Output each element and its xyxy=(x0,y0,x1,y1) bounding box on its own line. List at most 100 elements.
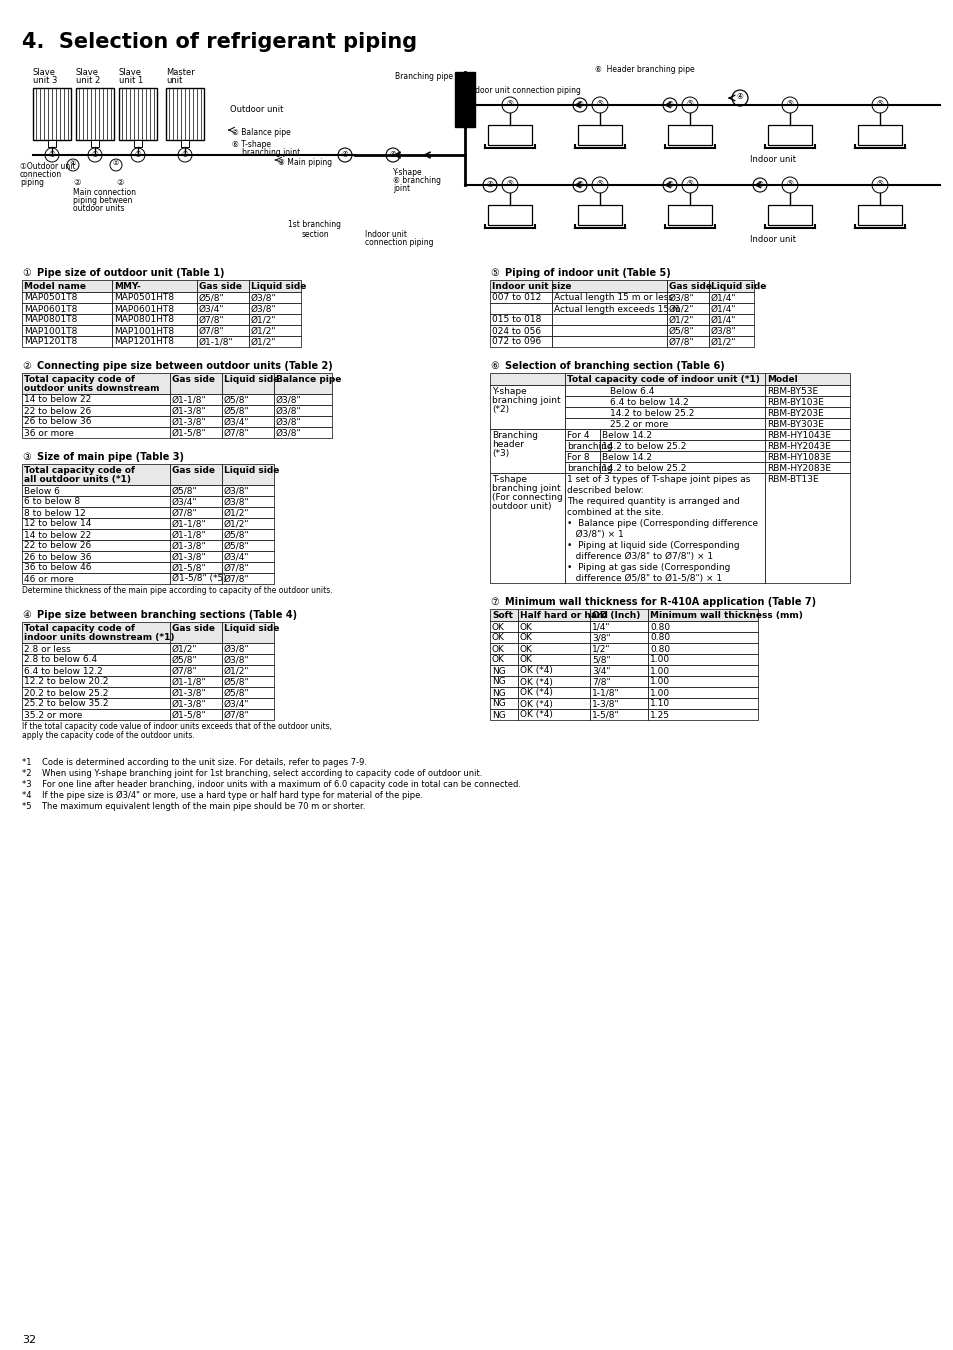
Text: Liquid side: Liquid side xyxy=(224,466,279,475)
Text: Below 6: Below 6 xyxy=(24,486,60,495)
Bar xyxy=(589,687,647,698)
Circle shape xyxy=(592,97,607,113)
Circle shape xyxy=(573,99,586,112)
Bar xyxy=(249,336,301,347)
Text: (For connecting: (For connecting xyxy=(492,493,562,502)
Text: Ø7/8": Ø7/8" xyxy=(224,710,250,720)
Text: ⑥  Header branching pipe: ⑥ Header branching pipe xyxy=(595,65,694,74)
Text: RBM-BY103E: RBM-BY103E xyxy=(766,398,823,406)
Bar xyxy=(708,315,753,325)
Bar xyxy=(490,292,552,302)
Text: ②: ② xyxy=(22,360,30,371)
Bar xyxy=(490,325,552,336)
Text: Ø1/2": Ø1/2" xyxy=(224,509,250,517)
Bar xyxy=(196,292,249,302)
Text: ④: ④ xyxy=(666,100,673,109)
Bar xyxy=(552,279,666,292)
Bar xyxy=(274,405,332,416)
Text: Ø3/8": Ø3/8" xyxy=(251,305,276,313)
Bar xyxy=(274,373,332,394)
Text: Pipe size between branching sections (Table 4): Pipe size between branching sections (Ta… xyxy=(37,610,296,620)
Bar xyxy=(196,325,249,336)
Text: 35.2 or more: 35.2 or more xyxy=(24,710,82,720)
Bar xyxy=(564,451,599,462)
Bar xyxy=(764,418,849,429)
Bar xyxy=(249,279,301,292)
Text: Master: Master xyxy=(166,68,194,77)
Circle shape xyxy=(45,148,59,162)
Text: ④: ④ xyxy=(486,180,493,189)
Text: OK: OK xyxy=(492,656,504,664)
Text: OK: OK xyxy=(492,633,504,643)
Text: 14 to below 22: 14 to below 22 xyxy=(24,531,91,540)
Text: 32: 32 xyxy=(22,1335,36,1345)
Circle shape xyxy=(592,177,607,193)
Bar xyxy=(490,315,552,325)
Bar xyxy=(764,406,849,418)
Bar xyxy=(22,551,170,562)
Bar xyxy=(589,676,647,687)
Text: Y-shape: Y-shape xyxy=(492,387,526,396)
Bar xyxy=(552,292,666,302)
Text: MAP1001T8: MAP1001T8 xyxy=(24,327,77,336)
Bar xyxy=(22,405,170,416)
Bar xyxy=(647,666,758,676)
Bar xyxy=(22,572,170,585)
Text: Total capacity code of: Total capacity code of xyxy=(24,624,135,633)
Text: section: section xyxy=(301,230,329,239)
Bar xyxy=(490,698,517,709)
Text: 6.4 to below 12.2: 6.4 to below 12.2 xyxy=(24,667,103,675)
Text: ④: ④ xyxy=(389,150,396,159)
Text: Ø7/8": Ø7/8" xyxy=(199,316,224,324)
Text: Ø5/8": Ø5/8" xyxy=(224,531,250,540)
Bar xyxy=(666,292,708,302)
Bar xyxy=(249,315,301,325)
Circle shape xyxy=(501,97,517,113)
Circle shape xyxy=(871,177,887,193)
Text: Ø3/8": Ø3/8" xyxy=(251,293,276,302)
Bar xyxy=(22,416,170,427)
Text: Indoor unit: Indoor unit xyxy=(365,230,407,239)
Text: NG: NG xyxy=(492,699,505,709)
Text: 26 to below 36: 26 to below 36 xyxy=(24,552,91,562)
Text: (*2): (*2) xyxy=(492,405,509,414)
Text: RBM-HY2083E: RBM-HY2083E xyxy=(766,464,830,472)
Bar xyxy=(22,622,170,643)
Bar xyxy=(552,325,666,336)
Bar xyxy=(274,427,332,437)
Text: Ø5/8": Ø5/8" xyxy=(224,396,250,405)
Text: Minimum wall thickness for R-410A application (Table 7): Minimum wall thickness for R-410A applic… xyxy=(504,597,815,608)
Text: 14 to below 22: 14 to below 22 xyxy=(24,396,91,405)
Text: Ø5/8": Ø5/8" xyxy=(199,293,224,302)
Text: ③: ③ xyxy=(22,452,30,462)
Bar xyxy=(857,205,901,225)
Text: 14.2 to below 25.2: 14.2 to below 25.2 xyxy=(601,441,685,451)
Text: 20.2 to below 25.2: 20.2 to below 25.2 xyxy=(24,688,109,698)
Text: Selection of branching section (Table 6): Selection of branching section (Table 6) xyxy=(504,360,724,371)
Text: OK (*4): OK (*4) xyxy=(519,678,553,687)
Circle shape xyxy=(781,177,797,193)
Bar xyxy=(222,464,274,485)
Circle shape xyxy=(573,178,586,192)
Text: RBM-BY203E: RBM-BY203E xyxy=(766,409,822,418)
Text: Slave: Slave xyxy=(76,68,99,77)
Bar xyxy=(564,406,764,418)
Bar xyxy=(22,540,170,551)
Text: Ø3/8": Ø3/8" xyxy=(275,406,301,416)
Text: Ø1-5/8": Ø1-5/8" xyxy=(172,563,207,572)
Bar xyxy=(517,698,589,709)
Bar xyxy=(564,462,599,472)
Text: 25.2 or more: 25.2 or more xyxy=(609,420,667,429)
Bar xyxy=(170,676,222,687)
Bar xyxy=(564,373,764,385)
Bar xyxy=(490,302,552,315)
Text: ⑤: ⑤ xyxy=(876,99,882,108)
Text: 3/8": 3/8" xyxy=(592,633,610,643)
Bar xyxy=(647,698,758,709)
Text: Ø1-3/8": Ø1-3/8" xyxy=(172,552,207,562)
Circle shape xyxy=(482,178,497,192)
Bar xyxy=(222,572,274,585)
Bar xyxy=(552,302,666,315)
Text: Ø5/8": Ø5/8" xyxy=(172,656,197,664)
Text: For 8: For 8 xyxy=(566,454,589,462)
